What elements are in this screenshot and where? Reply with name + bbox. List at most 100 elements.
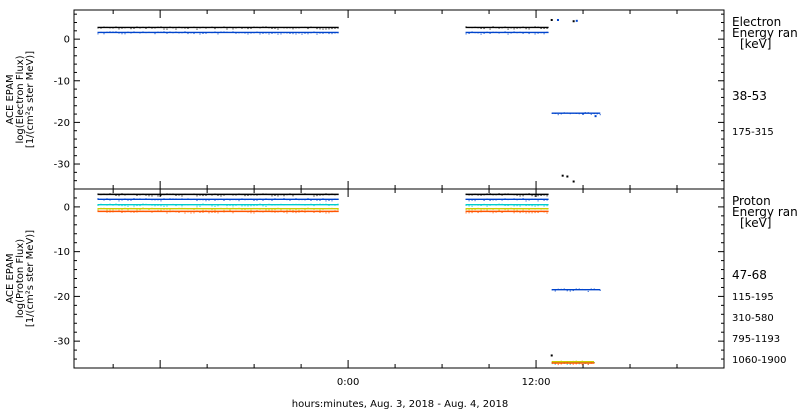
data-point (103, 204, 105, 206)
data-point (563, 362, 565, 364)
data-point (184, 198, 186, 200)
data-point (223, 199, 225, 201)
data-point (578, 363, 580, 365)
data-point (471, 194, 473, 196)
data-point (106, 204, 108, 206)
data-point (313, 205, 315, 207)
data-point (247, 28, 249, 30)
data-point (328, 207, 330, 209)
data-point (337, 209, 339, 211)
data-point (271, 32, 273, 34)
data-point (157, 210, 159, 212)
data-point (322, 194, 324, 196)
data-point (211, 32, 213, 34)
data-point (124, 198, 126, 200)
data-point (519, 205, 521, 207)
data-point (334, 208, 336, 210)
data-point (259, 27, 261, 29)
data-point (235, 27, 237, 29)
data-point (489, 32, 491, 34)
data-point (100, 207, 102, 209)
data-point (142, 203, 144, 205)
data-point (115, 198, 117, 200)
data-point (103, 199, 105, 201)
data-point (160, 195, 162, 197)
data-point (334, 194, 336, 196)
data-point (566, 363, 568, 365)
data-point (289, 193, 291, 195)
data-point (148, 195, 150, 197)
data-point (337, 193, 339, 195)
data-point (265, 198, 267, 200)
data-point (504, 26, 506, 28)
data-point (139, 198, 141, 200)
data-point (157, 26, 159, 28)
data-point (151, 27, 153, 29)
data-point (229, 199, 231, 201)
x-tick-label: 12:00 (522, 377, 551, 388)
data-point (271, 204, 273, 206)
data-point (187, 194, 189, 196)
data-point (184, 27, 186, 29)
data-point (307, 28, 309, 30)
y-axis-label: [1/(cm²s ster MeV)] (25, 51, 36, 148)
data-point (262, 32, 264, 34)
data-point (537, 26, 539, 28)
data-point (169, 204, 171, 206)
data-point (304, 204, 306, 206)
data-point (584, 289, 586, 291)
data-point (244, 210, 246, 212)
data-point (160, 205, 162, 207)
data-point (151, 207, 153, 209)
data-point (259, 211, 261, 213)
data-point (483, 203, 485, 205)
data-point (118, 32, 120, 34)
data-point (247, 205, 249, 207)
data-point (178, 211, 180, 213)
data-point (492, 199, 494, 201)
data-point (483, 28, 485, 30)
data-point (256, 194, 258, 196)
data-point (301, 207, 303, 209)
data-point (130, 28, 132, 30)
data-point (313, 211, 315, 213)
data-point (551, 112, 553, 114)
data-point (498, 203, 500, 205)
data-point (477, 194, 479, 196)
data-point (100, 27, 102, 29)
data-point (250, 209, 252, 211)
plot-frame (73, 188, 725, 369)
data-point (190, 193, 192, 195)
data-point (202, 195, 204, 197)
data-point (566, 175, 569, 178)
data-point (550, 18, 553, 21)
data-point (546, 195, 548, 197)
data-point (507, 28, 509, 30)
data-point (106, 194, 108, 196)
data-point (139, 27, 141, 29)
data-point (537, 207, 539, 209)
data-point (145, 203, 147, 205)
data-point (590, 113, 592, 115)
data-point (205, 208, 207, 210)
data-point (202, 209, 204, 211)
data-point (474, 26, 476, 28)
data-point (528, 193, 530, 195)
data-point (561, 174, 564, 177)
data-point (277, 204, 279, 206)
data-point (581, 288, 583, 290)
data-point (97, 193, 99, 195)
data-point (166, 208, 168, 210)
data-point (178, 194, 180, 196)
data-point (286, 212, 288, 214)
data-point (259, 198, 261, 200)
data-point (489, 211, 491, 213)
series-115-195 (97, 198, 601, 292)
data-point (223, 204, 225, 206)
data-point (522, 195, 524, 197)
data-point (492, 208, 494, 210)
data-point (103, 210, 105, 212)
data-point (528, 204, 530, 206)
data-point (525, 193, 527, 195)
data-point (205, 200, 207, 202)
